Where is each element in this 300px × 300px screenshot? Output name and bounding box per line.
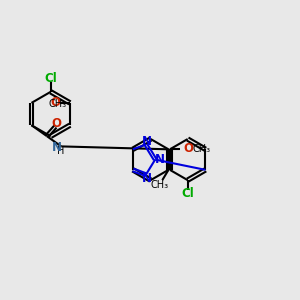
Text: N: N (142, 172, 152, 184)
Text: N: N (154, 153, 165, 166)
Text: CH₃: CH₃ (151, 180, 169, 190)
Text: H: H (57, 146, 64, 156)
Text: Cl: Cl (44, 72, 57, 85)
Text: N: N (51, 141, 62, 154)
Text: O: O (50, 96, 60, 110)
Text: CH₃: CH₃ (193, 144, 211, 154)
Text: Cl: Cl (181, 187, 194, 200)
Text: N: N (142, 135, 152, 148)
Text: O: O (52, 117, 62, 130)
Text: O: O (184, 142, 194, 155)
Text: CH₃: CH₃ (48, 99, 66, 109)
